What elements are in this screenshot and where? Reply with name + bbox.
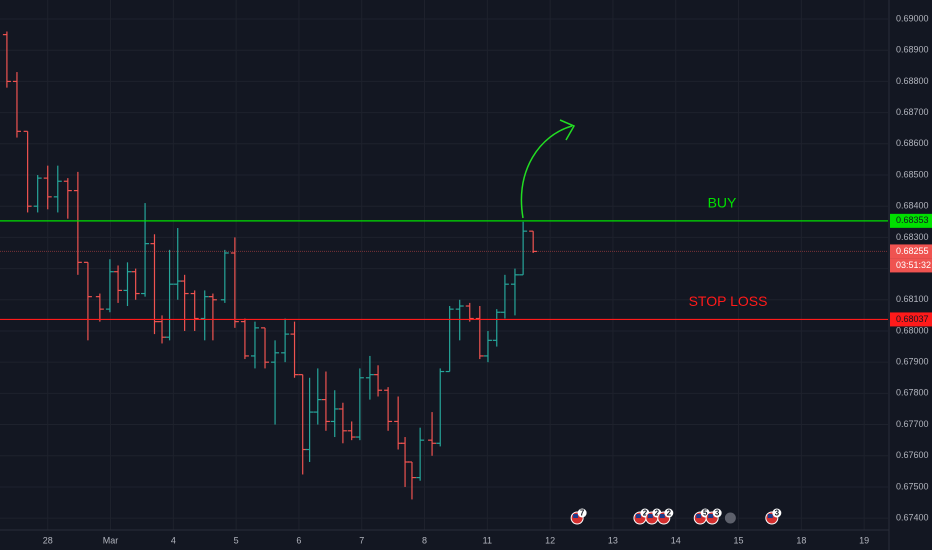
x-tick-label: 18 <box>796 535 806 545</box>
price-label: 0.68353 <box>896 215 929 225</box>
event-count: 3 <box>775 509 780 518</box>
price-label-box <box>890 312 932 327</box>
y-tick-label: 0.68700 <box>896 107 929 117</box>
event-count: 7 <box>580 509 585 518</box>
event-icon <box>723 511 737 525</box>
x-tick-label: Mar <box>103 535 119 545</box>
y-tick-label: 0.68300 <box>896 232 929 242</box>
event-count: 5 <box>703 509 708 518</box>
line-label: BUY <box>708 195 737 211</box>
x-tick-label: 5 <box>234 535 239 545</box>
line-label: STOP LOSS <box>689 293 768 309</box>
event-badge <box>664 508 674 518</box>
y-tick-label: 0.67900 <box>896 357 929 367</box>
price-label: 0.68255 <box>896 246 929 256</box>
x-tick-label: 13 <box>608 535 618 545</box>
event-flag <box>767 514 773 518</box>
countdown: 03:51:32 <box>896 260 931 270</box>
x-tick-label: 11 <box>483 535 492 545</box>
y-tick-label: 0.67500 <box>896 481 929 491</box>
event-flag <box>659 514 665 518</box>
event-badge <box>772 508 782 518</box>
y-tick-label: 0.67400 <box>896 513 929 523</box>
y-tick-label: 0.69000 <box>896 13 929 23</box>
event-badge <box>712 508 722 518</box>
x-tick-label: 12 <box>545 535 555 545</box>
axes: 0.69000 0.68900 0.68800 0.68700 0.68600 0.685… <box>43 13 932 545</box>
y-tick-label: 0.67700 <box>896 419 929 429</box>
event-count: 3 <box>715 509 720 518</box>
x-tick-label: 6 <box>296 535 301 545</box>
y-tick-label: 0.68000 <box>896 325 929 335</box>
event-count: 2 <box>667 509 672 518</box>
x-tick-label: 8 <box>422 535 427 545</box>
event-flag <box>696 514 702 518</box>
x-tick-label: 28 <box>43 535 53 545</box>
arrow-head <box>559 119 576 141</box>
event-count: 2 <box>643 509 648 518</box>
y-tick-label: 0.67800 <box>896 388 929 398</box>
event-flag <box>647 514 653 518</box>
event-badge <box>577 508 587 518</box>
y-tick-label: 0.67600 <box>896 450 929 460</box>
event-flag <box>573 514 579 518</box>
price-label-box <box>890 244 932 259</box>
price-label: 0.68037 <box>896 314 929 324</box>
x-tick-label: 7 <box>359 535 364 545</box>
y-tick-label: 0.68800 <box>896 76 929 86</box>
y-tick-label: 0.68500 <box>896 169 929 179</box>
event-flag <box>708 514 714 518</box>
bars <box>0 31 888 500</box>
y-tick-label: 0.68400 <box>896 201 929 211</box>
y-tick-label: 0.68600 <box>896 138 929 148</box>
x-tick-label: 19 <box>859 535 869 545</box>
event-count: 2 <box>655 509 660 518</box>
event-flag <box>635 514 641 518</box>
arrow <box>520 125 573 219</box>
price-label-box <box>890 213 932 228</box>
x-tick-label: 15 <box>734 535 744 545</box>
x-tick-label: 4 <box>171 535 176 545</box>
countdown-box <box>890 258 932 273</box>
x-tick-label: 14 <box>671 535 681 545</box>
y-tick-label: 0.68100 <box>896 294 929 304</box>
grid <box>0 0 888 530</box>
y-tick-label: 0.68900 <box>896 45 929 55</box>
